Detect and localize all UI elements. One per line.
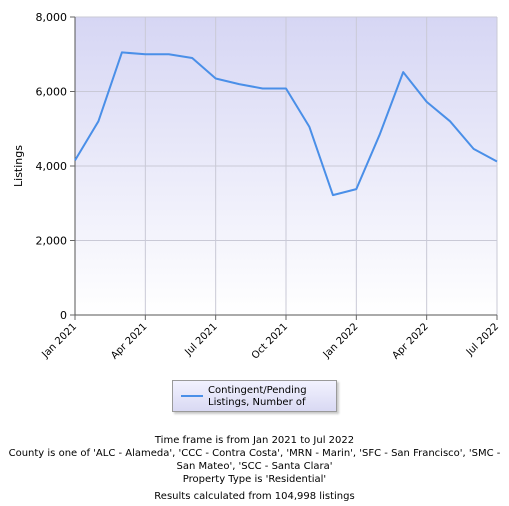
property-type-text: Property Type is 'Residential' [182, 474, 327, 485]
chart-footer: Time frame is from Jan 2021 to Jul 2022 … [0, 434, 509, 503]
legend: Contingent/Pending Listings, Number of [172, 380, 337, 412]
results-count-text: Results calculated from 104,998 listings [154, 491, 355, 502]
y-tick-label: 0 [60, 309, 67, 322]
series-line-contingent-pending [74, 51, 498, 197]
series-lines [74, 51, 498, 197]
x-axis-ticks: Jan 2021 Apr 2021 Jul 2021 Oct 2021 Jan 2022… [39, 315, 501, 362]
county-filter-text: County is one of 'ALC - Alameda', 'CCC -… [8, 448, 501, 472]
y-axis-label: Listings [12, 145, 25, 187]
x-tick-label: Jul 2021 [183, 321, 220, 358]
y-tick-label: 2,000 [36, 235, 68, 248]
line-chart: 0 2,000 4,000 6,000 8,000 Jan 2021 Apr 2021 Ju… [12, 11, 501, 362]
legend-swatch [181, 395, 203, 397]
y-tick-label: 8,000 [36, 11, 68, 24]
x-tick-label: Jan 2021 [39, 321, 79, 361]
x-tick-label: Apr 2021 [109, 321, 149, 361]
legend-label: Contingent/Pending Listings, Number of [208, 385, 307, 408]
y-tick-label: 4,000 [36, 160, 68, 173]
time-frame-text: Time frame is from Jan 2021 to Jul 2022 [154, 435, 355, 446]
y-tick-label: 6,000 [36, 86, 68, 99]
x-tick-label: Apr 2022 [391, 321, 431, 361]
x-tick-label: Jul 2022 [464, 321, 501, 358]
y-axis-ticks: 0 2,000 4,000 6,000 8,000 [36, 11, 75, 322]
x-tick-label: Oct 2021 [250, 321, 290, 361]
x-tick-label: Jan 2022 [321, 321, 361, 361]
gridlines [75, 16, 498, 315]
